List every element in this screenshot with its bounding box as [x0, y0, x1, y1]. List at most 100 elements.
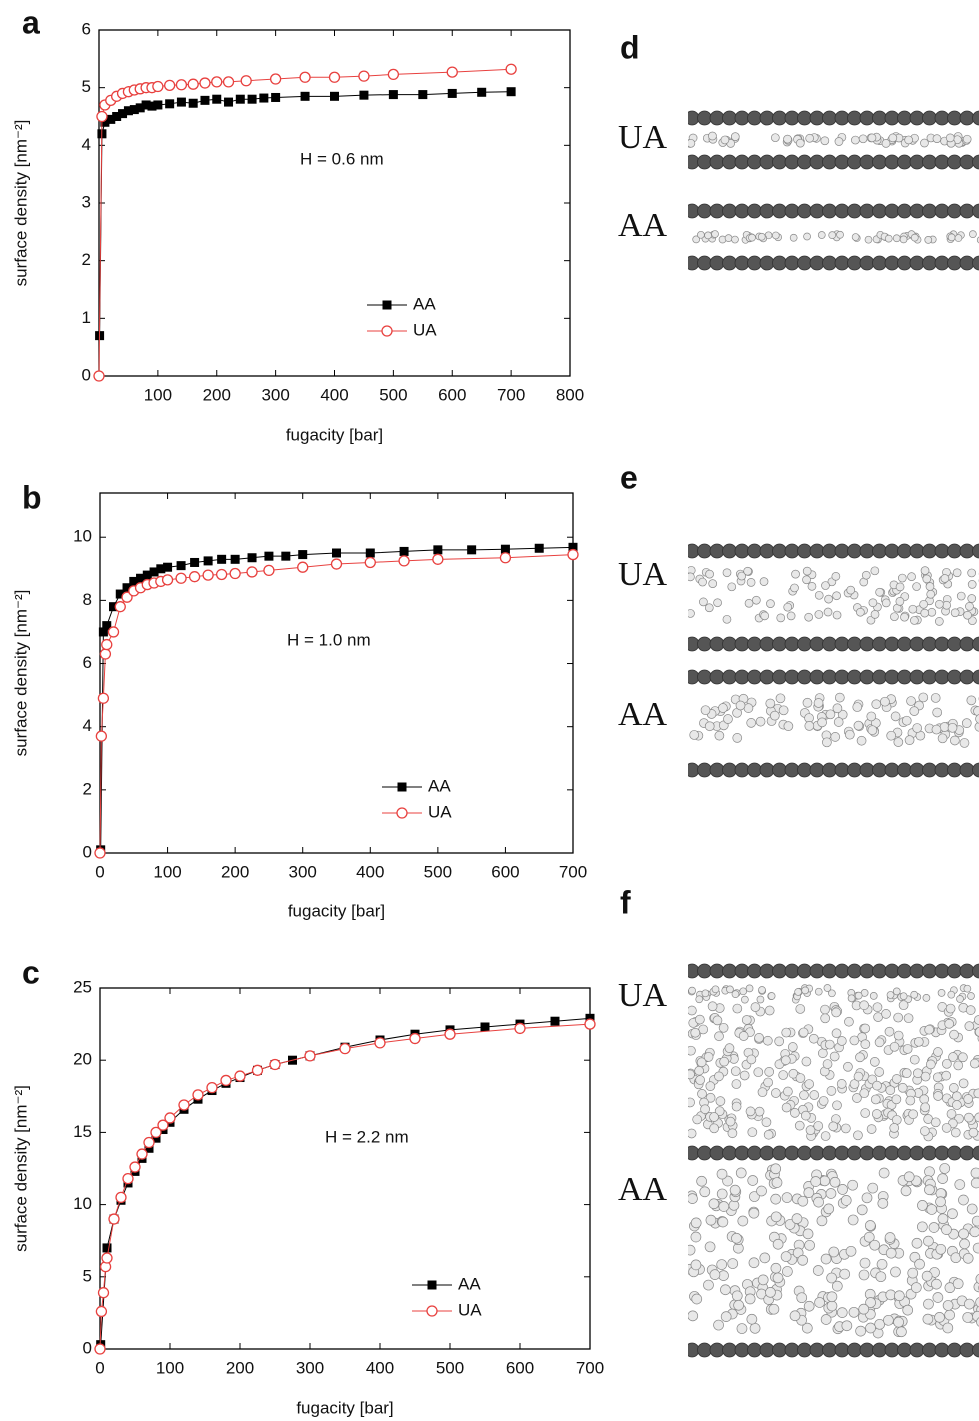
fluid-atom: [738, 1031, 749, 1041]
fluid-atom: [733, 1299, 744, 1311]
fluid-atom: [770, 1262, 782, 1274]
fluid-atom: [912, 723, 923, 733]
point: [398, 555, 410, 567]
fluid-atom: [922, 1313, 934, 1325]
fluid-atom: [910, 233, 919, 242]
fluid-atom: [840, 1195, 852, 1206]
wall-atom: [722, 110, 737, 126]
wall-atom: [734, 1145, 750, 1161]
wall-atom: [772, 110, 787, 126]
point: [100, 117, 110, 127]
point: [163, 562, 173, 572]
wall-atom: [934, 110, 950, 126]
point: [192, 1089, 204, 1101]
wall-atom: [772, 762, 787, 778]
fluid-atom: [828, 231, 837, 239]
fluid-atom: [790, 1107, 800, 1118]
fluid-atom: [708, 131, 717, 141]
fluid-atom: [956, 995, 964, 1003]
fluid-atom: [764, 1067, 775, 1077]
fluid-atom: [697, 1088, 707, 1099]
wall-atom: [759, 762, 775, 778]
fluid-atom: [924, 1024, 935, 1035]
fluid-atom: [763, 1077, 773, 1088]
x-tick-label: 200: [226, 1358, 254, 1377]
fluid-atom: [971, 1215, 979, 1227]
fluid-atom: [814, 987, 823, 996]
fluid-atom: [744, 1293, 756, 1305]
wall-atom: [872, 154, 887, 170]
wall-atom: [922, 110, 937, 126]
fluid-atom: [804, 721, 815, 731]
fluid-atom: [751, 595, 761, 605]
fluid-atom: [867, 133, 877, 143]
wall-atom: [784, 669, 800, 685]
fluid-atom: [852, 702, 863, 712]
fluid-atom: [847, 1179, 859, 1191]
fluid-atom: [714, 1031, 724, 1042]
point: [129, 1161, 141, 1173]
wall-atom: [872, 255, 887, 271]
fluid-atom: [932, 1292, 944, 1303]
fluid-atom: [909, 706, 920, 716]
fluid-atom: [973, 1088, 979, 1099]
fluid-atom: [941, 1224, 952, 1236]
fluid-atom: [732, 1003, 743, 1014]
fluid-atom: [737, 1215, 749, 1227]
fluid-atom: [865, 1322, 876, 1334]
wall-atom: [697, 1145, 712, 1161]
point: [567, 548, 579, 561]
fluid-atom: [945, 133, 955, 143]
point: [136, 573, 146, 583]
y-axis-label: surface density [nm⁻²]: [11, 1085, 30, 1252]
point: [188, 571, 201, 583]
fluid-atom: [949, 1029, 959, 1040]
fluid-atom: [843, 1061, 853, 1072]
point: [107, 626, 120, 638]
x-tick-label: 500: [379, 385, 407, 404]
wall-atom: [809, 255, 825, 271]
fluid-atom: [908, 604, 918, 614]
row-label: AA: [618, 207, 668, 244]
fluid-atom: [975, 714, 979, 724]
fluid-atom: [904, 735, 915, 746]
fluid-atom: [934, 617, 944, 626]
fluid-atom: [727, 1258, 739, 1269]
point: [151, 1133, 161, 1143]
fluid-atom: [814, 610, 824, 619]
fluid-atom: [750, 1002, 761, 1012]
fluid-atom: [802, 566, 812, 576]
wall-atom: [897, 543, 912, 559]
fluid-atom: [974, 1027, 979, 1037]
wall-atom: [872, 543, 887, 559]
fluid-atom: [919, 1094, 930, 1105]
wall-atom: [734, 543, 750, 559]
y-tick-label: 2: [82, 250, 91, 269]
fluid-atom: [820, 1013, 831, 1024]
fluid-atom: [759, 577, 769, 586]
wall-atom: [722, 963, 737, 979]
point: [175, 572, 187, 584]
fluid-atom: [975, 1297, 979, 1308]
fluid-atom: [895, 582, 905, 592]
wall-atom: [922, 669, 937, 685]
wall-atom: [859, 154, 875, 170]
fluid-atom: [859, 1257, 871, 1269]
wall-atom: [972, 963, 979, 979]
wall-atom: [734, 636, 750, 652]
wall-atom: [688, 255, 700, 271]
fluid-atom: [937, 989, 946, 997]
fluid-atom: [724, 1043, 735, 1054]
wall-atom: [847, 1145, 862, 1161]
fluid-atom: [703, 1052, 714, 1062]
fluid-atom: [928, 1222, 940, 1233]
fluid-atom: [711, 230, 719, 238]
legend-label: UA: [428, 802, 452, 821]
fluid-atom: [813, 1121, 824, 1131]
wall-atom: [884, 669, 900, 685]
fluid-atom: [910, 1282, 922, 1293]
fluid-atom: [947, 722, 958, 733]
wall-atom: [847, 963, 862, 979]
wall-atom: [734, 255, 750, 271]
wall-atom: [772, 669, 787, 685]
